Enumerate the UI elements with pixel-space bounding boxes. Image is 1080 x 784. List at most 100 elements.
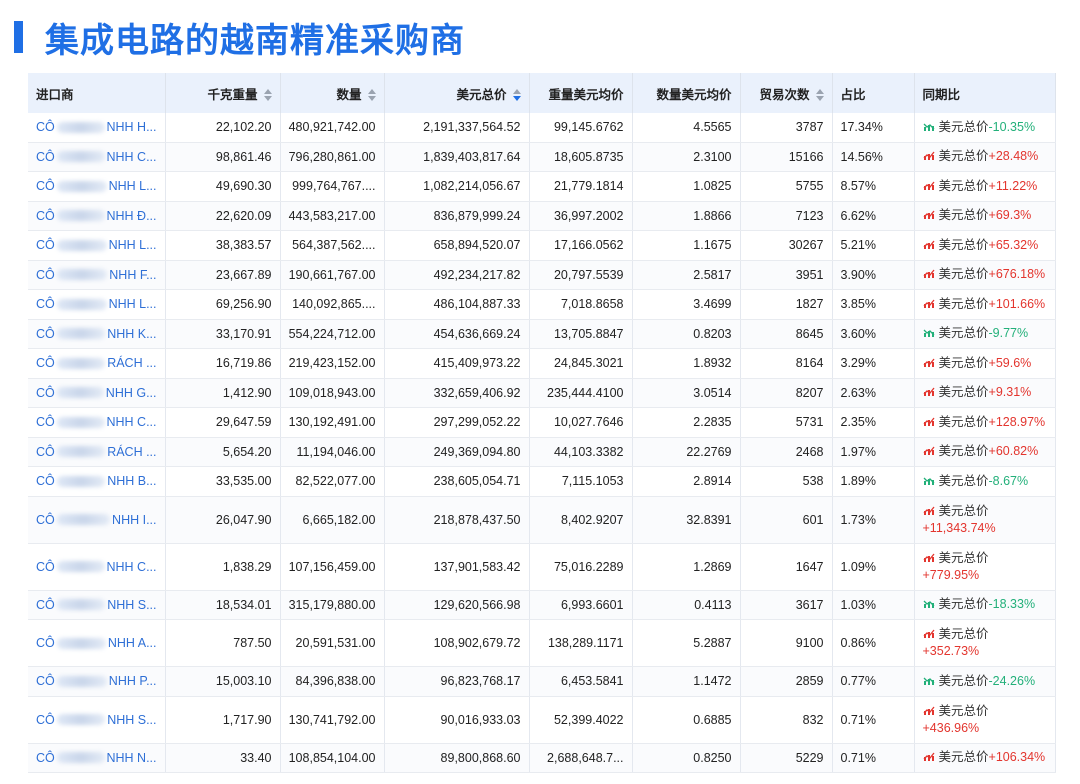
total-usd-cell: 658,894,520.07	[384, 230, 530, 261]
importer-name-prefix: CÔ	[36, 597, 55, 612]
table-row[interactable]: CÔ RÁCH ... 5,654.20 11,194,046.00 249,369,0…	[28, 437, 1056, 467]
importer-link[interactable]: CÔ RÁCH ...	[36, 356, 157, 370]
column-header-trade-count[interactable]: 贸易次数	[740, 73, 833, 113]
table-row[interactable]: CÔ NHH Đ... 22,620.09 443,583,217.00 836,879…	[28, 201, 1056, 231]
importer-cell[interactable]: CÔ NHH A...	[28, 619, 166, 667]
importer-link[interactable]: CÔ NHH C...	[36, 150, 157, 164]
table-row[interactable]: CÔ NHH C... 1,838.29 107,156,459.00 137,901,…	[28, 543, 1056, 591]
importer-link[interactable]: CÔ RÁCH ...	[36, 445, 157, 459]
importer-cell[interactable]: CÔ RÁCH ...	[28, 437, 166, 467]
weight-kg-cell: 33,170.91	[165, 319, 281, 349]
share-cell: 14.56%	[832, 142, 915, 172]
table-row[interactable]: CÔ NHH A... 787.50 20,591,531.00 108,902,679…	[28, 619, 1056, 667]
importer-link[interactable]: CÔ NHH L...	[36, 238, 157, 252]
table-row[interactable]: CÔ NHH L... 69,256.90 140,092,865.... 486,10…	[28, 289, 1056, 320]
importer-link[interactable]: CÔ NHH F...	[36, 268, 157, 282]
table-row[interactable]: CÔ NHH H... 22,102.20 480,921,742.00 2,191,3…	[28, 113, 1056, 143]
table-row[interactable]: CÔ NHH B... 33,535.00 82,522,077.00 238,605,…	[28, 466, 1056, 497]
importer-cell[interactable]: CÔ NHH B...	[28, 466, 166, 497]
yoy-label: 美元总价	[938, 326, 989, 341]
importer-cell[interactable]: CÔ NHH Đ...	[28, 201, 166, 231]
importer-cell[interactable]: CÔ NHH H...	[28, 113, 166, 143]
column-header-label: 美元总价	[456, 87, 507, 102]
column-header-quantity[interactable]: 数量	[280, 73, 385, 113]
importer-cell[interactable]: CÔ NHH I...	[28, 496, 166, 544]
share-cell: 3.85%	[832, 289, 915, 320]
yoy-cell: 美元总价-24.26%	[914, 666, 1056, 697]
weight-kg-cell: 22,620.09	[165, 201, 281, 231]
table-row[interactable]: CÔ NHH K... 33,170.91 554,224,712.00 454,636…	[28, 319, 1056, 349]
yoy-label: 美元总价	[938, 597, 989, 612]
sort-icon[interactable]	[815, 89, 824, 102]
importer-link[interactable]: CÔ NHH K...	[36, 327, 157, 341]
sort-icon[interactable]	[367, 89, 376, 102]
importer-name-suffix: NHH H...	[106, 120, 157, 135]
weight-avg-cell: 17,166.0562	[529, 230, 633, 261]
trade-count-cell: 8645	[740, 319, 833, 349]
weight-avg-cell: 24,845.3021	[529, 348, 633, 379]
importer-link[interactable]: CÔ NHH C...	[36, 560, 157, 574]
table-row[interactable]: CÔ RÁCH ... 16,719.86 219,423,152.00 415,409…	[28, 348, 1056, 379]
sort-icon[interactable]	[263, 89, 272, 102]
importer-cell[interactable]: CÔ NHH L...	[28, 230, 166, 261]
importer-link[interactable]: CÔ NHH B...	[36, 474, 157, 488]
importer-cell[interactable]: CÔ NHH F...	[28, 260, 166, 290]
weight-avg-cell: 36,997.2002	[529, 201, 633, 231]
importer-cell[interactable]: CÔ NHH L...	[28, 171, 166, 202]
importer-cell[interactable]: CÔ NHH C...	[28, 543, 166, 591]
total-usd-cell: 238,605,054.71	[384, 466, 530, 497]
table-row[interactable]: CÔ NHH L... 38,383.57 564,387,562.... 658,89…	[28, 230, 1056, 261]
importer-link[interactable]: CÔ NHH N...	[36, 751, 157, 765]
trade-count-cell: 832	[740, 696, 833, 744]
table-row[interactable]: CÔ NHH S... 18,534.01 315,179,880.00 129,620…	[28, 590, 1056, 620]
importer-cell[interactable]: CÔ NHH S...	[28, 696, 166, 744]
column-header-label: 占比	[840, 87, 866, 102]
importer-link[interactable]: CÔ NHH L...	[36, 297, 157, 311]
importer-cell[interactable]: CÔ NHH P...	[28, 666, 166, 697]
trade-count-cell: 2468	[740, 437, 833, 467]
importer-cell[interactable]: CÔ NHH G...	[28, 378, 166, 408]
column-header-weight-kg[interactable]: 千克重量	[165, 73, 281, 113]
table-row[interactable]: CÔ NHH L... 49,690.30 999,764,767.... 1,082,…	[28, 171, 1056, 202]
importer-name-suffix: NHH L...	[108, 179, 157, 194]
table-row[interactable]: CÔ NHH G... 1,412.90 109,018,943.00 332,659,…	[28, 378, 1056, 408]
importer-cell[interactable]: CÔ RÁCH ...	[28, 348, 166, 379]
importer-link[interactable]: CÔ NHH I...	[36, 513, 157, 527]
total-usd-cell: 218,878,437.50	[384, 496, 530, 544]
importer-cell[interactable]: CÔ NHH L...	[28, 289, 166, 320]
importer-link[interactable]: CÔ NHH G...	[36, 386, 157, 400]
importer-link[interactable]: CÔ NHH S...	[36, 713, 157, 727]
importer-link[interactable]: CÔ NHH L...	[36, 179, 157, 193]
table-row[interactable]: CÔ NHH F... 23,667.89 190,661,767.00 492,234…	[28, 260, 1056, 290]
yoy-cell: 美元总价 +779.95%	[914, 543, 1056, 591]
total-usd-cell: 96,823,768.17	[384, 666, 530, 697]
importer-link[interactable]: CÔ NHH Đ...	[36, 209, 157, 223]
table-row[interactable]: CÔ NHH S... 1,717.90 130,741,792.00 90,016,9…	[28, 696, 1056, 744]
importer-link[interactable]: CÔ NHH P...	[36, 674, 157, 688]
share-cell: 3.29%	[832, 348, 915, 379]
importer-link[interactable]: CÔ NHH A...	[36, 636, 157, 650]
importer-cell[interactable]: CÔ NHH S...	[28, 590, 166, 620]
table-row[interactable]: CÔ NHH P... 15,003.10 84,396,838.00 96,823,7…	[28, 666, 1056, 697]
table-row[interactable]: CÔ NHH C... 29,647.59 130,192,491.00 297,299…	[28, 407, 1056, 438]
importer-name-suffix: NHH S...	[107, 712, 157, 727]
total-usd-cell: 492,234,217.82	[384, 260, 530, 290]
column-header-total-usd[interactable]: 美元总价	[384, 73, 530, 113]
column-header-yoy: 同期比	[914, 73, 1056, 113]
importer-cell[interactable]: CÔ NHH K...	[28, 319, 166, 349]
importer-link[interactable]: CÔ NHH H...	[36, 120, 157, 134]
importer-cell[interactable]: CÔ NHH C...	[28, 407, 166, 438]
importer-link[interactable]: CÔ NHH C...	[36, 415, 157, 429]
total-usd-cell: 129,620,566.98	[384, 590, 530, 620]
yoy-cell: 美元总价+65.32%	[914, 230, 1056, 261]
importer-cell[interactable]: CÔ NHH C...	[28, 142, 166, 172]
table-row[interactable]: CÔ NHH N... 33.40 108,854,104.00 89,800,868.…	[28, 743, 1056, 773]
importer-link[interactable]: CÔ NHH S...	[36, 598, 157, 612]
yoy-cell: 美元总价+9.31%	[914, 378, 1056, 408]
table-row[interactable]: CÔ NHH I... 26,047.90 6,665,182.00 218,878,4…	[28, 496, 1056, 544]
sort-icon[interactable]	[512, 89, 521, 102]
table-row[interactable]: CÔ NHH C... 98,861.46 796,280,861.00 1,839,4…	[28, 142, 1056, 172]
weight-kg-cell: 69,256.90	[165, 289, 281, 320]
importer-cell[interactable]: CÔ NHH N...	[28, 743, 166, 773]
quantity-avg-cell: 2.2835	[632, 407, 741, 438]
